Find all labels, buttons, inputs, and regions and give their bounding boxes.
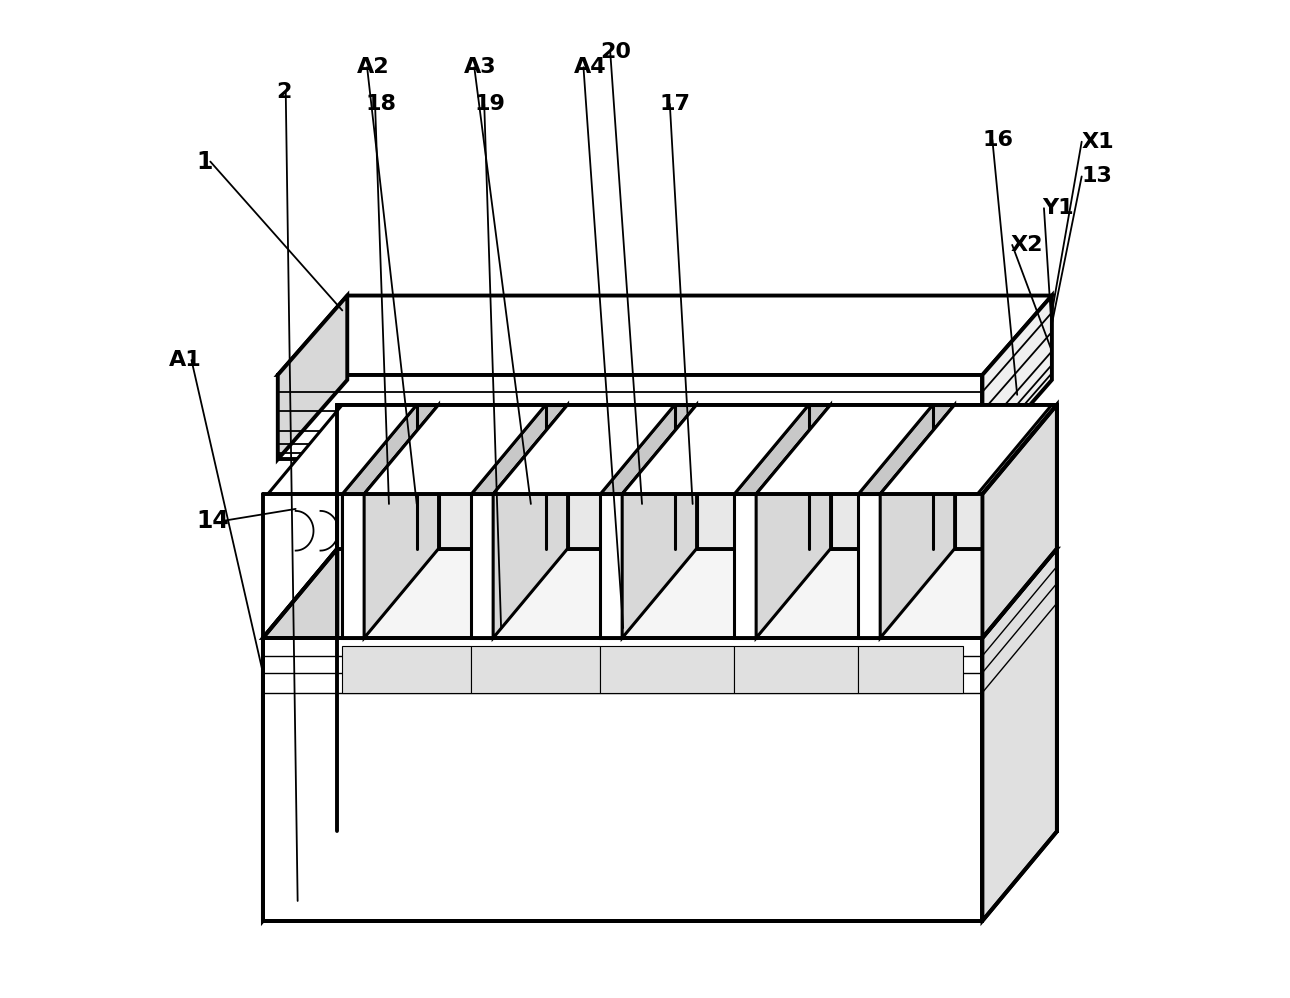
Text: 18: 18 [365, 94, 396, 114]
Text: 13: 13 [1082, 167, 1112, 187]
Polygon shape [338, 549, 1057, 831]
Text: A1: A1 [169, 350, 201, 370]
Text: 19: 19 [475, 94, 506, 114]
Polygon shape [983, 549, 1057, 921]
Text: 17: 17 [660, 94, 691, 114]
Text: A2: A2 [357, 57, 390, 77]
Polygon shape [277, 375, 983, 459]
Polygon shape [338, 405, 1057, 549]
Text: A4: A4 [574, 57, 606, 77]
Polygon shape [364, 405, 439, 638]
Polygon shape [600, 494, 622, 638]
Text: 14: 14 [196, 509, 230, 533]
Polygon shape [471, 405, 568, 494]
Polygon shape [263, 638, 983, 921]
Text: 1: 1 [196, 150, 213, 174]
Polygon shape [471, 494, 493, 638]
Polygon shape [734, 405, 831, 494]
Text: A3: A3 [464, 57, 497, 77]
Polygon shape [263, 549, 338, 921]
Polygon shape [734, 646, 858, 693]
Polygon shape [880, 405, 1051, 494]
Text: Y1: Y1 [1042, 199, 1073, 219]
Polygon shape [983, 295, 1051, 459]
Polygon shape [342, 405, 439, 494]
Polygon shape [342, 494, 364, 638]
Text: X2: X2 [1010, 235, 1042, 254]
Polygon shape [858, 494, 880, 638]
Polygon shape [858, 405, 955, 494]
Polygon shape [263, 549, 1057, 638]
Polygon shape [493, 405, 675, 494]
Text: 16: 16 [983, 130, 1014, 150]
Polygon shape [880, 405, 955, 638]
Polygon shape [342, 646, 471, 693]
Polygon shape [858, 646, 962, 693]
Polygon shape [364, 405, 546, 494]
Polygon shape [493, 405, 568, 638]
Text: X1: X1 [1082, 132, 1115, 152]
Text: 20: 20 [600, 42, 631, 63]
Polygon shape [756, 405, 933, 494]
Polygon shape [268, 405, 417, 494]
Polygon shape [622, 405, 697, 638]
Polygon shape [277, 295, 347, 459]
Polygon shape [622, 405, 809, 494]
Polygon shape [277, 295, 1051, 375]
Polygon shape [756, 405, 831, 638]
Text: 2: 2 [276, 82, 292, 102]
Polygon shape [983, 405, 1057, 638]
Polygon shape [600, 405, 697, 494]
Polygon shape [600, 646, 734, 693]
Polygon shape [734, 494, 756, 638]
Polygon shape [471, 646, 600, 693]
